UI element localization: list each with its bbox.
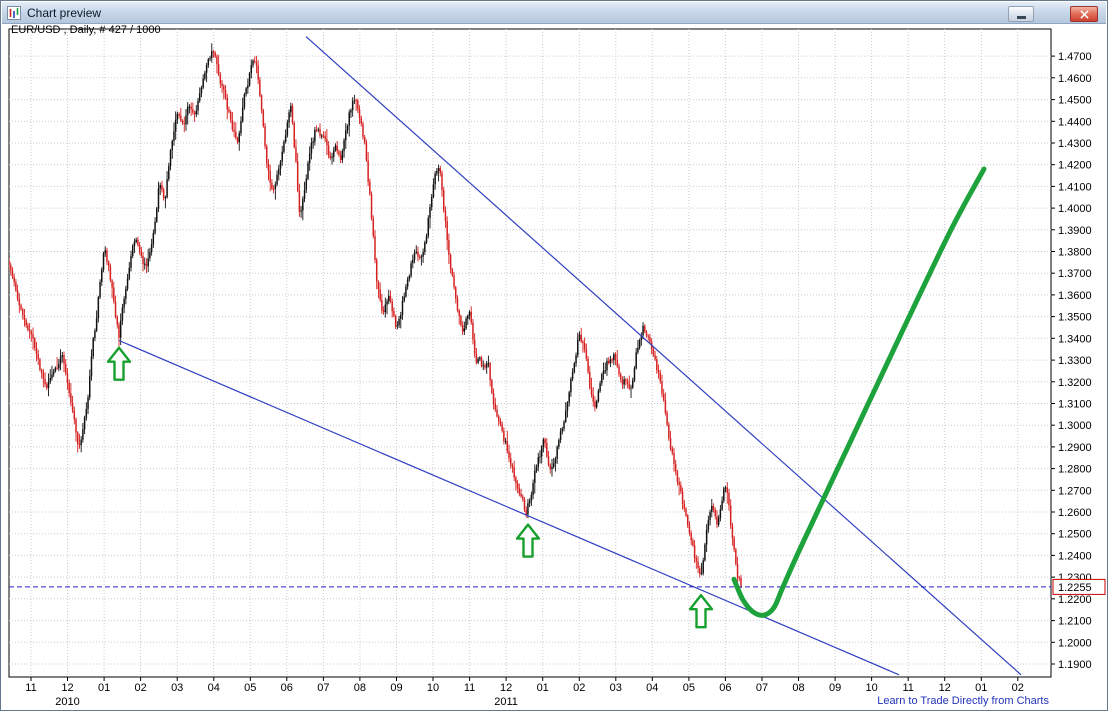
y-axis-label: 1.2100 (1058, 616, 1092, 628)
window-chart-icon (7, 5, 21, 20)
chart-symbol-label: EUR/USD , Daily, # 427 / 1000 (11, 24, 161, 36)
y-axis-label: 1.4300 (1058, 138, 1092, 150)
y-axis-label: 1.4700 (1058, 51, 1092, 63)
y-axis-label: 1.3700 (1058, 268, 1092, 280)
x-axis-label: 06 (281, 682, 293, 694)
y-axis-label: 1.3000 (1058, 420, 1092, 432)
grid (9, 29, 1051, 677)
y-axis-label: 1.2000 (1058, 637, 1092, 649)
y-axis-label: 1.2200 (1058, 594, 1092, 606)
buy-arrow-2[interactable] (515, 523, 541, 558)
support-trendline[interactable] (118, 339, 900, 676)
current-price-box (1052, 578, 1106, 595)
x-axis-label: 04 (646, 682, 658, 694)
y-axis-label: 1.3600 (1058, 290, 1092, 302)
x-axis-label: 10 (865, 682, 877, 694)
promo-link[interactable]: Learn to Trade Directly from Charts (877, 695, 1049, 707)
y-axis-label: 1.2500 (1058, 529, 1092, 541)
close-icon (1080, 10, 1088, 18)
forecast-curve[interactable] (731, 166, 987, 618)
y-axis-label: 1.3100 (1058, 399, 1092, 411)
y-axis-label: 1.3500 (1058, 312, 1092, 324)
y-axis-label: 1.3300 (1058, 355, 1092, 367)
current-price-label: 1.2255 (1058, 582, 1092, 594)
axes: 1.4700 1.4600 1.4500 1.4400 1.4300 1.4200 1.41… (25, 51, 1091, 708)
y-axis-label: 1.4200 (1058, 160, 1092, 172)
y-axis-label: 1.4500 (1058, 95, 1092, 107)
y-axis-label: 1.3400 (1058, 333, 1092, 345)
x-axis-label: 09 (829, 682, 841, 694)
x-axis-label: 12 (939, 682, 951, 694)
x-axis-label: 12 (61, 682, 73, 694)
x-axis-label: 11 (464, 682, 475, 694)
x-axis-label: 11 (902, 682, 913, 694)
x-axis-label: 07 (317, 682, 329, 694)
close-button[interactable] (1070, 6, 1098, 22)
y-axis-label: 1.3800 (1058, 247, 1092, 259)
x-axis-label: 02 (573, 682, 585, 694)
x-axis-label: 11 (25, 682, 36, 694)
x-axis-label: 04 (208, 682, 220, 694)
x-axis-label: 06 (719, 682, 731, 694)
y-axis-label: 1.4100 (1058, 181, 1092, 193)
x-axis-label: 01 (537, 682, 549, 694)
y-axis-label: 1.2700 (1058, 485, 1092, 497)
y-axis-label: 1.3200 (1058, 377, 1092, 389)
y-axis-label: 1.4600 (1058, 73, 1092, 85)
y-axis-label: 1.4400 (1058, 116, 1092, 128)
title-bar[interactable]: Chart preview (2, 2, 1106, 24)
y-axis-label: 1.4000 (1058, 203, 1092, 215)
y-axis-label: 1.2900 (1058, 442, 1092, 454)
x-axis-label: 10 (427, 682, 439, 694)
x-axis-label: 01 (98, 682, 110, 694)
window-title: Chart preview (27, 5, 102, 20)
year-label: 2011 (494, 696, 518, 708)
minimize-icon (1016, 16, 1026, 19)
x-axis-label: 08 (792, 682, 804, 694)
x-axis-label: 03 (610, 682, 622, 694)
y-axis-label: 1.1900 (1058, 659, 1092, 671)
x-axis-label: 03 (171, 682, 183, 694)
buy-arrow-1[interactable] (106, 346, 132, 381)
x-axis-label: 09 (390, 682, 402, 694)
y-axis-label: 1.2400 (1058, 550, 1092, 562)
plot-area[interactable] (8, 28, 1052, 678)
x-axis-label: 05 (244, 682, 256, 694)
x-axis-label: 08 (354, 682, 366, 694)
minimize-button[interactable] (1008, 6, 1034, 22)
x-axis-label: 07 (756, 682, 768, 694)
year-label: 2010 (55, 696, 79, 708)
y-axis-label: 1.2600 (1058, 507, 1092, 519)
x-axis-label: 02 (134, 682, 146, 694)
x-axis-label: 02 (1012, 682, 1024, 694)
x-axis-label: 05 (683, 682, 695, 694)
buy-arrow-3[interactable] (688, 594, 714, 629)
resistance-trendline[interactable] (305, 36, 1022, 676)
y-axis-label: 1.2800 (1058, 464, 1092, 476)
x-axis-label: 01 (975, 682, 987, 694)
x-axis-label: 12 (500, 682, 512, 694)
candlesticks (9, 43, 742, 589)
y-axis-label: 1.3900 (1058, 225, 1092, 237)
